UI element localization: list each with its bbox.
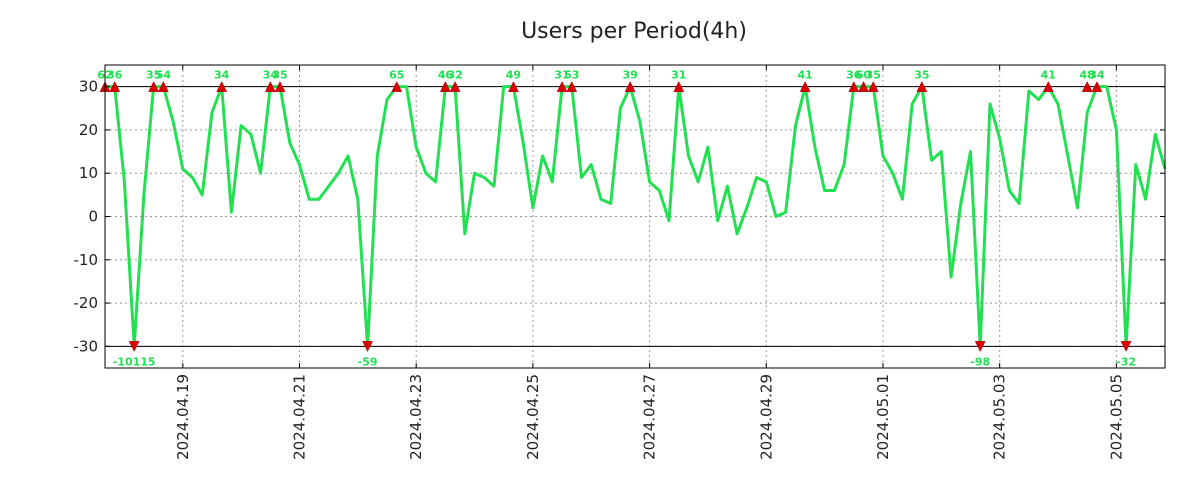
y-tick-label: -20 — [74, 294, 99, 312]
peak-label: 36 — [846, 69, 862, 82]
peak-marker — [274, 81, 286, 92]
peak-label: 46 — [438, 69, 454, 82]
peak-label: 35 — [914, 69, 929, 82]
peak-label: 34 — [1089, 69, 1105, 82]
peak-label: 34 — [214, 69, 230, 82]
y-tick-label: -10 — [74, 251, 99, 269]
x-tick-label: 2024.04.27 — [641, 374, 659, 460]
peak-label: 65 — [389, 69, 404, 82]
peak-label: 49 — [506, 69, 521, 82]
y-tick-label: -30 — [74, 337, 99, 355]
peak-label: 35 — [146, 69, 161, 82]
y-tick-label: 30 — [79, 78, 98, 96]
peak-marker — [391, 81, 403, 92]
peak-marker — [1042, 81, 1054, 92]
peak-label: 60 — [856, 69, 872, 82]
trough-label: -10115 — [113, 355, 156, 368]
peak-marker — [799, 81, 811, 92]
peak-marker — [624, 81, 636, 92]
peak-label: 32 — [447, 69, 462, 82]
peak-marker — [157, 81, 169, 92]
peak-marker — [216, 81, 228, 92]
peak-marker — [848, 81, 860, 92]
chart-title: Users per Period(4h) — [521, 19, 747, 44]
series-users — [105, 85, 1167, 348]
x-tick-label: 2024.04.21 — [290, 374, 308, 460]
peak-label: 48 — [1080, 69, 1095, 82]
y-tick-label: 10 — [79, 164, 98, 182]
trough-marker — [362, 341, 373, 352]
peak-label: 34 — [263, 69, 279, 82]
x-tick-label: 2024.04.29 — [757, 374, 775, 460]
x-tick-label: 2024.04.19 — [174, 374, 192, 460]
peak-marker — [148, 81, 160, 92]
x-tick-label: 2024.04.25 — [524, 374, 542, 460]
trough-label: -59 — [358, 355, 378, 368]
peak-label: 41 — [1041, 69, 1056, 82]
trough-marker — [128, 341, 140, 352]
x-tick-label: 2024.05.03 — [991, 374, 1009, 460]
x-tick-label: 2024.05.01 — [874, 374, 892, 460]
peak-marker — [508, 81, 519, 92]
peak-marker — [858, 81, 869, 92]
trough-label: -98 — [970, 355, 990, 368]
peak-marker — [916, 81, 928, 92]
peak-label: 36 — [107, 69, 123, 82]
peak-label: 35 — [272, 69, 287, 82]
x-tick-label: 2024.05.05 — [1107, 374, 1125, 460]
grid-lines — [105, 65, 1165, 368]
y-axis: -30 -20 -10 0 10 20 30 — [74, 78, 1165, 355]
y-tick-label: 0 — [88, 208, 98, 226]
peak-marker — [439, 81, 451, 92]
peak-marker — [1081, 81, 1093, 92]
series-line — [105, 85, 1167, 348]
trough-label: -32 — [1116, 355, 1136, 368]
y-tick-label: 20 — [79, 121, 98, 139]
peak-label: 54 — [156, 69, 172, 82]
peak-label: 41 — [798, 69, 813, 82]
peak-label: 53 — [564, 69, 579, 82]
trough-marker — [974, 341, 986, 352]
peak-marker — [109, 81, 121, 92]
peak-marker — [264, 81, 276, 92]
peak-marker — [673, 81, 685, 92]
peak-marker — [449, 81, 461, 92]
trough-marker — [1120, 341, 1132, 352]
peak-label: 31 — [671, 69, 686, 82]
peak-marker — [867, 81, 879, 92]
x-tick-label: 2024.04.23 — [407, 374, 425, 460]
peak-marker — [1091, 81, 1103, 92]
x-axis: 2024.04.19 2024.04.21 2024.04.23 2024.04.25… — [174, 65, 1125, 460]
peak-marker — [566, 81, 578, 92]
peak-marker — [556, 81, 568, 92]
peak-label: 39 — [622, 69, 637, 82]
peak-label: 31 — [554, 69, 569, 82]
peak-label: 35 — [866, 69, 881, 82]
